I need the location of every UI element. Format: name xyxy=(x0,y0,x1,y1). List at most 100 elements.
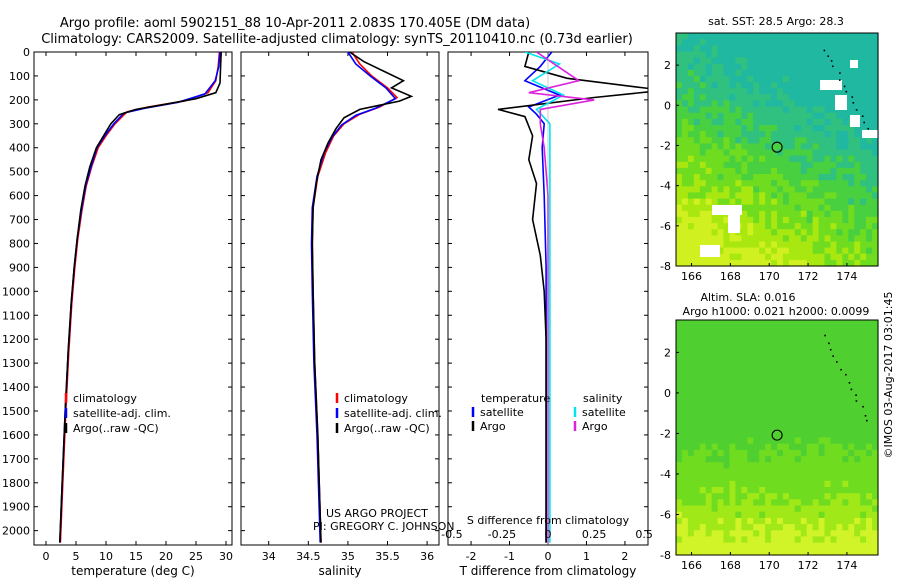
map-cell xyxy=(687,94,695,101)
map-cell xyxy=(771,425,778,432)
map-cell xyxy=(759,375,766,383)
map-cell xyxy=(699,375,707,383)
map-cell xyxy=(854,75,861,83)
map-cell xyxy=(759,125,766,132)
map-cell xyxy=(777,381,784,389)
map-cell xyxy=(759,75,766,83)
map-cell xyxy=(782,75,790,83)
map-cell xyxy=(777,474,784,482)
map-cell xyxy=(747,223,754,230)
x-tick-label: 25 xyxy=(189,550,203,563)
map-cell xyxy=(711,174,719,181)
map-cell xyxy=(777,247,784,255)
map-cell xyxy=(842,241,849,249)
map-cell xyxy=(812,235,820,242)
difference-profile: -2 -1 0 1 2T difference from climatologytemp… xyxy=(441,51,653,578)
series-line-climatology xyxy=(59,52,221,543)
map-cell xyxy=(836,167,843,175)
map-cell xyxy=(693,332,701,340)
map-cell xyxy=(717,131,725,138)
y-tick-label: 200 xyxy=(9,94,30,107)
map-cell xyxy=(854,186,861,193)
map-cell xyxy=(824,357,831,364)
map-cell xyxy=(872,229,879,236)
map-cell xyxy=(800,511,808,519)
map-cell xyxy=(777,186,784,193)
map-cell xyxy=(848,542,855,550)
map-cell xyxy=(711,57,719,65)
map-cell xyxy=(747,180,754,187)
map-cell xyxy=(723,400,730,408)
map-cell xyxy=(800,357,808,364)
map-cell xyxy=(699,69,707,77)
map-cell xyxy=(854,542,861,550)
map-cell xyxy=(759,167,766,175)
map-y-tick-label: -8 xyxy=(660,549,671,562)
map-cell xyxy=(759,82,766,89)
map-cell xyxy=(705,511,713,519)
map-cell xyxy=(800,241,808,249)
map-cell xyxy=(747,369,754,377)
map-cell xyxy=(806,167,814,175)
map-cell xyxy=(729,338,736,346)
map-cell xyxy=(676,530,683,538)
map-cell xyxy=(782,511,790,519)
map-cell xyxy=(872,431,879,439)
map-cell xyxy=(717,174,725,181)
legend-label: satellite-adj. clim. xyxy=(344,407,442,420)
map-cell xyxy=(794,431,802,439)
map-cell xyxy=(693,511,701,519)
map-cell xyxy=(753,174,760,181)
map-cell xyxy=(729,480,736,488)
map-cell xyxy=(711,394,719,401)
map-cell xyxy=(681,388,689,395)
map-cell xyxy=(687,326,695,333)
map-cell xyxy=(782,204,790,212)
map-cell xyxy=(705,462,713,469)
map-cell xyxy=(765,259,772,267)
map-cell xyxy=(824,517,831,525)
map-cell xyxy=(806,456,814,463)
map-cell xyxy=(735,394,742,401)
map-cell xyxy=(759,192,766,200)
map-cell xyxy=(687,137,695,144)
map-cell xyxy=(854,241,861,249)
map-cell xyxy=(741,241,748,249)
map-cell xyxy=(842,418,849,426)
map-cell xyxy=(836,39,843,46)
map-cell xyxy=(753,400,760,408)
map-cell xyxy=(824,75,831,83)
map-cell xyxy=(860,241,867,249)
map-cell xyxy=(676,487,683,494)
map-cell xyxy=(800,253,808,261)
map-cell xyxy=(812,198,820,206)
map-cell xyxy=(812,247,820,255)
map-cell xyxy=(771,149,778,157)
cloud-gap xyxy=(728,215,740,233)
map-cell xyxy=(765,247,772,255)
map-cell xyxy=(794,499,802,507)
map-cell xyxy=(800,499,808,507)
map-cell xyxy=(777,45,784,52)
map-cell xyxy=(699,536,707,544)
y-tick-label: 2000 xyxy=(2,525,30,538)
map-cell xyxy=(848,167,855,175)
map-cell xyxy=(782,449,790,457)
map-cell xyxy=(735,462,742,469)
map-cell xyxy=(735,381,742,389)
map-cell xyxy=(693,456,701,463)
map-cell xyxy=(717,216,725,224)
map-cell xyxy=(747,487,754,494)
map-cell xyxy=(753,229,760,236)
map-cell xyxy=(747,418,754,426)
map-cell xyxy=(836,332,843,340)
map-cell xyxy=(824,51,831,59)
map-cell xyxy=(687,406,695,414)
map-cell xyxy=(842,161,849,169)
map-cell xyxy=(753,82,760,89)
map-cell xyxy=(681,338,689,346)
map-cell xyxy=(681,344,689,352)
map-cell xyxy=(806,493,814,500)
map-cell xyxy=(842,253,849,261)
map-cell xyxy=(747,88,754,95)
